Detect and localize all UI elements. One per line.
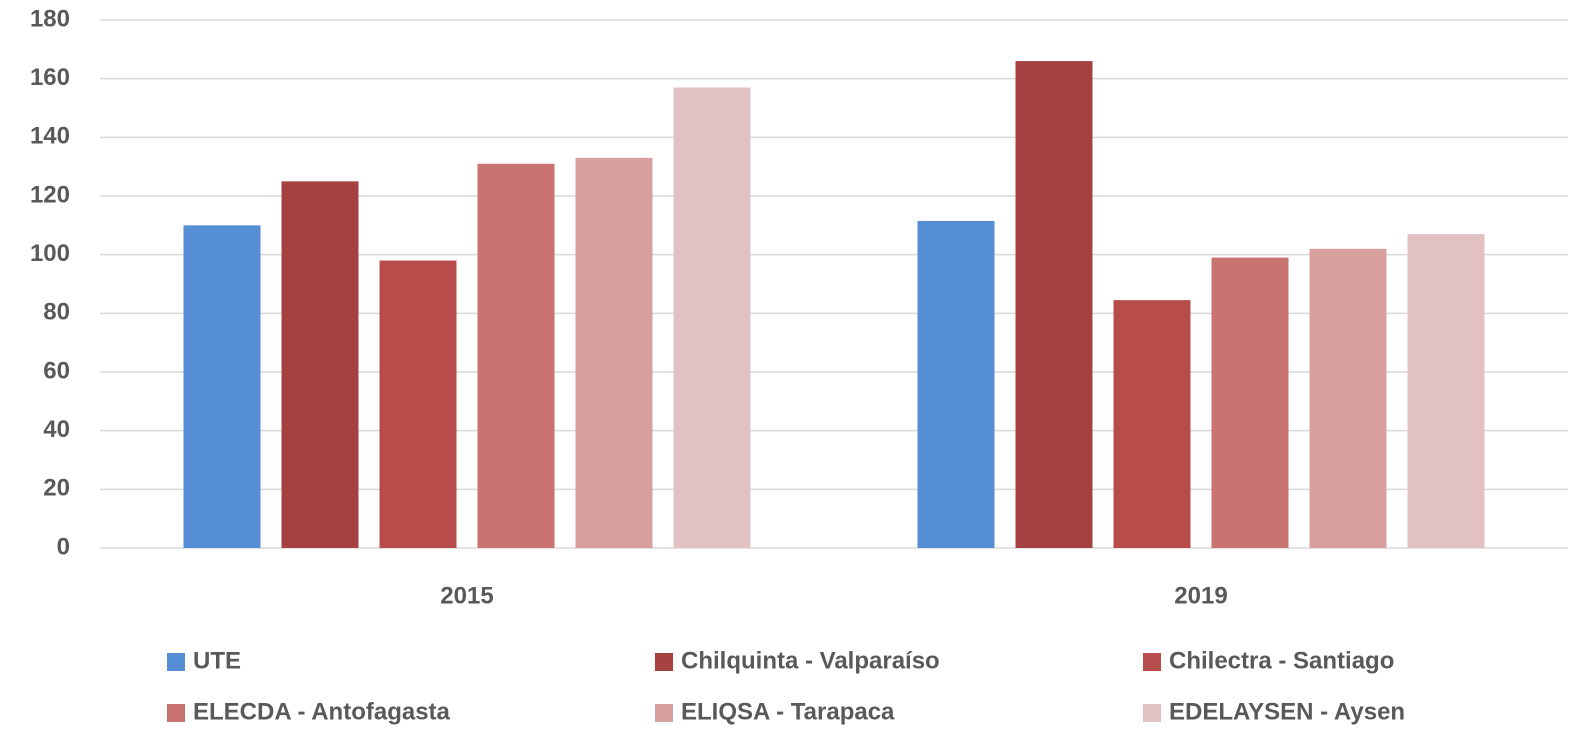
bar xyxy=(1407,234,1485,548)
y-tick-label: 120 xyxy=(30,181,70,208)
bar xyxy=(379,260,457,548)
bar xyxy=(1211,257,1289,548)
bar xyxy=(281,181,359,549)
legend-swatch xyxy=(167,653,185,671)
legend-swatch xyxy=(655,704,673,722)
legend-label: Chilquinta - Valparaíso xyxy=(681,647,940,674)
legend-swatch xyxy=(1143,704,1161,722)
y-tick-label: 60 xyxy=(43,357,70,384)
y-tick-label: 180 xyxy=(30,5,70,32)
y-tick-label: 40 xyxy=(43,416,70,443)
x-tick-label: 2015 xyxy=(440,582,493,609)
legend-swatch xyxy=(655,653,673,671)
legend-label: ELIQSA - Tarapaca xyxy=(681,698,895,725)
legend-swatch xyxy=(167,704,185,722)
y-tick-label: 100 xyxy=(30,240,70,267)
legend-label: UTE xyxy=(193,647,241,674)
y-tick-label: 160 xyxy=(30,64,70,91)
y-tick-label: 80 xyxy=(43,299,70,326)
bar xyxy=(575,157,653,548)
legend-label: ELECDA - Antofagasta xyxy=(193,698,451,725)
bar xyxy=(477,163,555,548)
bar xyxy=(1113,300,1191,548)
y-tick-label: 140 xyxy=(30,123,70,150)
x-tick-label: 2019 xyxy=(1174,582,1227,609)
bar xyxy=(917,220,995,548)
y-tick-label: 20 xyxy=(43,475,70,502)
legend-label: Chilectra - Santiago xyxy=(1169,647,1394,674)
y-tick-label: 0 xyxy=(57,533,70,560)
bar xyxy=(183,225,261,549)
bar xyxy=(1309,248,1387,549)
legend-label: EDELAYSEN - Aysen xyxy=(1169,698,1405,725)
bar xyxy=(673,87,751,548)
legend-swatch xyxy=(1143,653,1161,671)
bar xyxy=(1015,61,1093,549)
